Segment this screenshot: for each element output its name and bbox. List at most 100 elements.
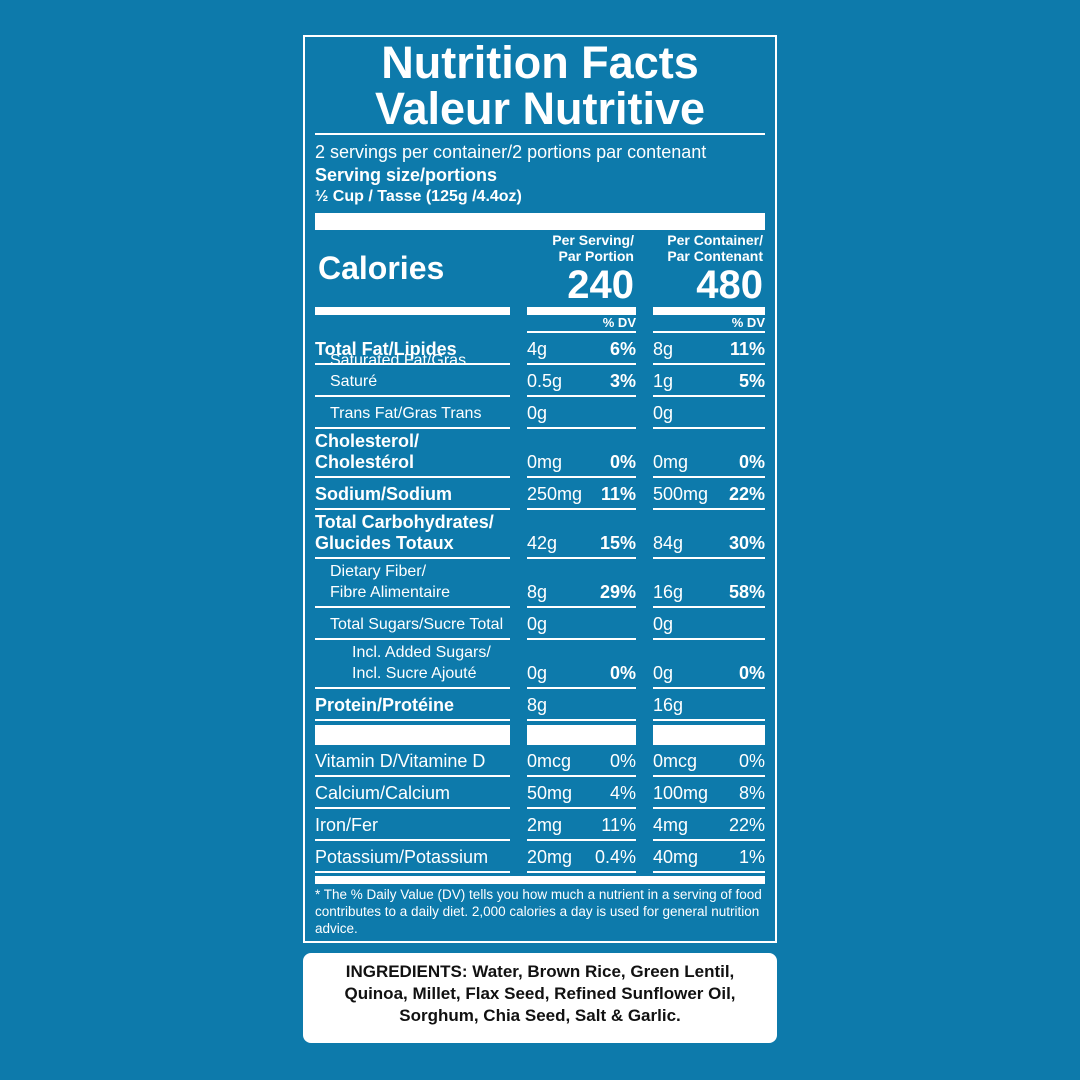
- nutrient-cell: 2mg 11%: [527, 809, 636, 841]
- amount: 40mg: [653, 847, 699, 867]
- label-lines: Trans Fat/Gras Trans: [330, 403, 481, 424]
- label-line: Total Carbohydrates/: [315, 512, 494, 532]
- amount: 0g: [653, 614, 674, 634]
- label-lines: Iron/Fer: [315, 815, 378, 836]
- daily-value: 11%: [600, 484, 636, 504]
- daily-value: 22%: [728, 484, 765, 504]
- daily-value: 0%: [738, 663, 765, 683]
- amount: 0g: [653, 663, 674, 683]
- nutrient-cell: 0g 0%: [653, 640, 765, 689]
- rule: [315, 133, 765, 135]
- label-line: Cholestérol: [315, 452, 415, 472]
- amount: 84g: [653, 533, 684, 553]
- nutrient-label: Potassium/Potassium: [315, 841, 510, 873]
- ingredients: INGREDIENTS: Water, Brown Rice, Green Le…: [303, 953, 777, 1043]
- nutrient-cell: 50mg 4%: [527, 777, 636, 809]
- amount: 0mcg: [653, 751, 698, 771]
- label-line: Incl. Sucre Ajouté: [352, 665, 477, 682]
- nutrient-cell: 0g: [527, 397, 636, 429]
- amount: 1g: [653, 371, 674, 391]
- nutrient-label: Total Carbohydrates/Glucides Totaux: [315, 510, 510, 559]
- label-lines: Vitamin D/Vitamine D: [315, 751, 485, 772]
- amount: 4mg: [653, 815, 689, 835]
- nutrient-cell: 0mg 0%: [527, 429, 636, 478]
- daily-value: 3%: [609, 371, 636, 391]
- thick-bar: [653, 725, 765, 745]
- nutrient-cell: 100mg 8%: [653, 777, 765, 809]
- nutrient-cell: 4g 6%: [527, 333, 636, 365]
- nutrition-label: [303, 35, 777, 943]
- amount: 50mg: [527, 783, 573, 803]
- daily-value: 0%: [609, 751, 636, 771]
- label-lines: Incl. Added Sugars/Incl. Sucre Ajouté: [352, 642, 491, 684]
- amount: 2mg: [527, 815, 563, 835]
- daily-value: 4%: [609, 783, 636, 803]
- footnote: * The % Daily Value (DV) tells you how m…: [315, 887, 762, 936]
- daily-value: 58%: [728, 582, 765, 602]
- nutrient-cell: 8g 29%: [527, 559, 636, 608]
- thick-bar: [653, 307, 765, 315]
- daily-value: 0%: [738, 452, 765, 472]
- nutrient-label: Total Sugars/Sucre Total: [315, 608, 510, 640]
- label-lines: Sodium/Sodium: [315, 484, 452, 505]
- thick-bar: [527, 725, 636, 745]
- label-line: Total Fat/Lipides: [315, 339, 457, 359]
- serving-size: ½ Cup / Tasse (125g /4.4oz): [315, 188, 522, 205]
- nutrient-label: Calcium/Calcium: [315, 777, 510, 809]
- nutrient-cell: 20mg 0.4%: [527, 841, 636, 873]
- nutrient-cell: 0.5g 3%: [527, 365, 636, 397]
- nutrient-label: Sodium/Sodium: [315, 478, 510, 510]
- label-line: Incl. Added Sugars/: [352, 644, 491, 661]
- nutrient-cell: 0g: [527, 608, 636, 640]
- thick-bar: [315, 725, 510, 745]
- daily-value: 11%: [729, 339, 765, 359]
- label-lines: Total Carbohydrates/Glucides Totaux: [315, 512, 494, 554]
- daily-value: 0.4%: [594, 847, 636, 867]
- nutrient-cell: 0mcg 0%: [653, 745, 765, 777]
- amount: 250mg: [527, 484, 583, 504]
- daily-value: 30%: [728, 533, 765, 553]
- amount: 0mg: [653, 452, 689, 472]
- nutrient-cell: 40mg 1%: [653, 841, 765, 873]
- nutrient-label: Cholesterol/Cholestérol: [315, 429, 510, 478]
- label-lines: Dietary Fiber/Fibre Alimentaire: [330, 561, 450, 603]
- label-line: Trans Fat/Gras Trans: [330, 405, 482, 422]
- daily-value: 6%: [609, 339, 636, 359]
- nutrient-label: Dietary Fiber/Fibre Alimentaire: [315, 559, 510, 608]
- daily-value: 0%: [609, 452, 636, 472]
- amount: 8g: [527, 695, 548, 715]
- amount: 0g: [527, 663, 548, 683]
- nutrient-label: Iron/Fer: [315, 809, 510, 841]
- amount: 8g: [653, 339, 674, 359]
- daily-value: 1%: [738, 847, 765, 867]
- amount: 100mg: [653, 783, 709, 803]
- daily-value: 22%: [728, 815, 765, 835]
- dv-header: % DV: [653, 315, 765, 333]
- label-line: Total Sugars/Sucre Total: [330, 616, 504, 633]
- calories-value: 240: [567, 263, 634, 307]
- nutrient-cell: 8g: [527, 689, 636, 721]
- column-header: Per Serving/: [552, 232, 634, 248]
- nutrient-cell: 16g 58%: [653, 559, 765, 608]
- nutrient-cell: 8g 11%: [653, 333, 765, 365]
- title: Nutrition Facts: [381, 37, 699, 88]
- nutrient-cell: 42g 15%: [527, 510, 636, 559]
- ingredients-text: Water, Brown Rice, Green Lentil, Quinoa,…: [344, 962, 736, 1025]
- daily-value: 29%: [599, 582, 636, 602]
- serving-size-label: Serving size/portions: [315, 165, 498, 185]
- nutrient-label: Incl. Added Sugars/Incl. Sucre Ajouté: [315, 640, 510, 689]
- label-line: Dietary Fiber/: [330, 563, 427, 580]
- thick-bar: [315, 307, 510, 315]
- nutrient-label: Saturated Fat/Gras Saturé: [315, 352, 510, 397]
- nutrient-cell: 500mg 22%: [653, 478, 765, 510]
- label-line: Fibre Alimentaire: [330, 584, 451, 601]
- label-line: Saturated Fat/Gras Saturé: [330, 352, 467, 390]
- label-lines: Total Fat/Lipides: [315, 339, 457, 360]
- label-line: Sodium/Sodium: [315, 484, 452, 504]
- daily-value: 11%: [601, 815, 636, 835]
- label-line: Calcium/Calcium: [315, 783, 451, 803]
- amount: 0g: [653, 403, 674, 423]
- amount: 0.5g: [527, 371, 563, 391]
- label-lines: Calcium/Calcium: [315, 783, 450, 804]
